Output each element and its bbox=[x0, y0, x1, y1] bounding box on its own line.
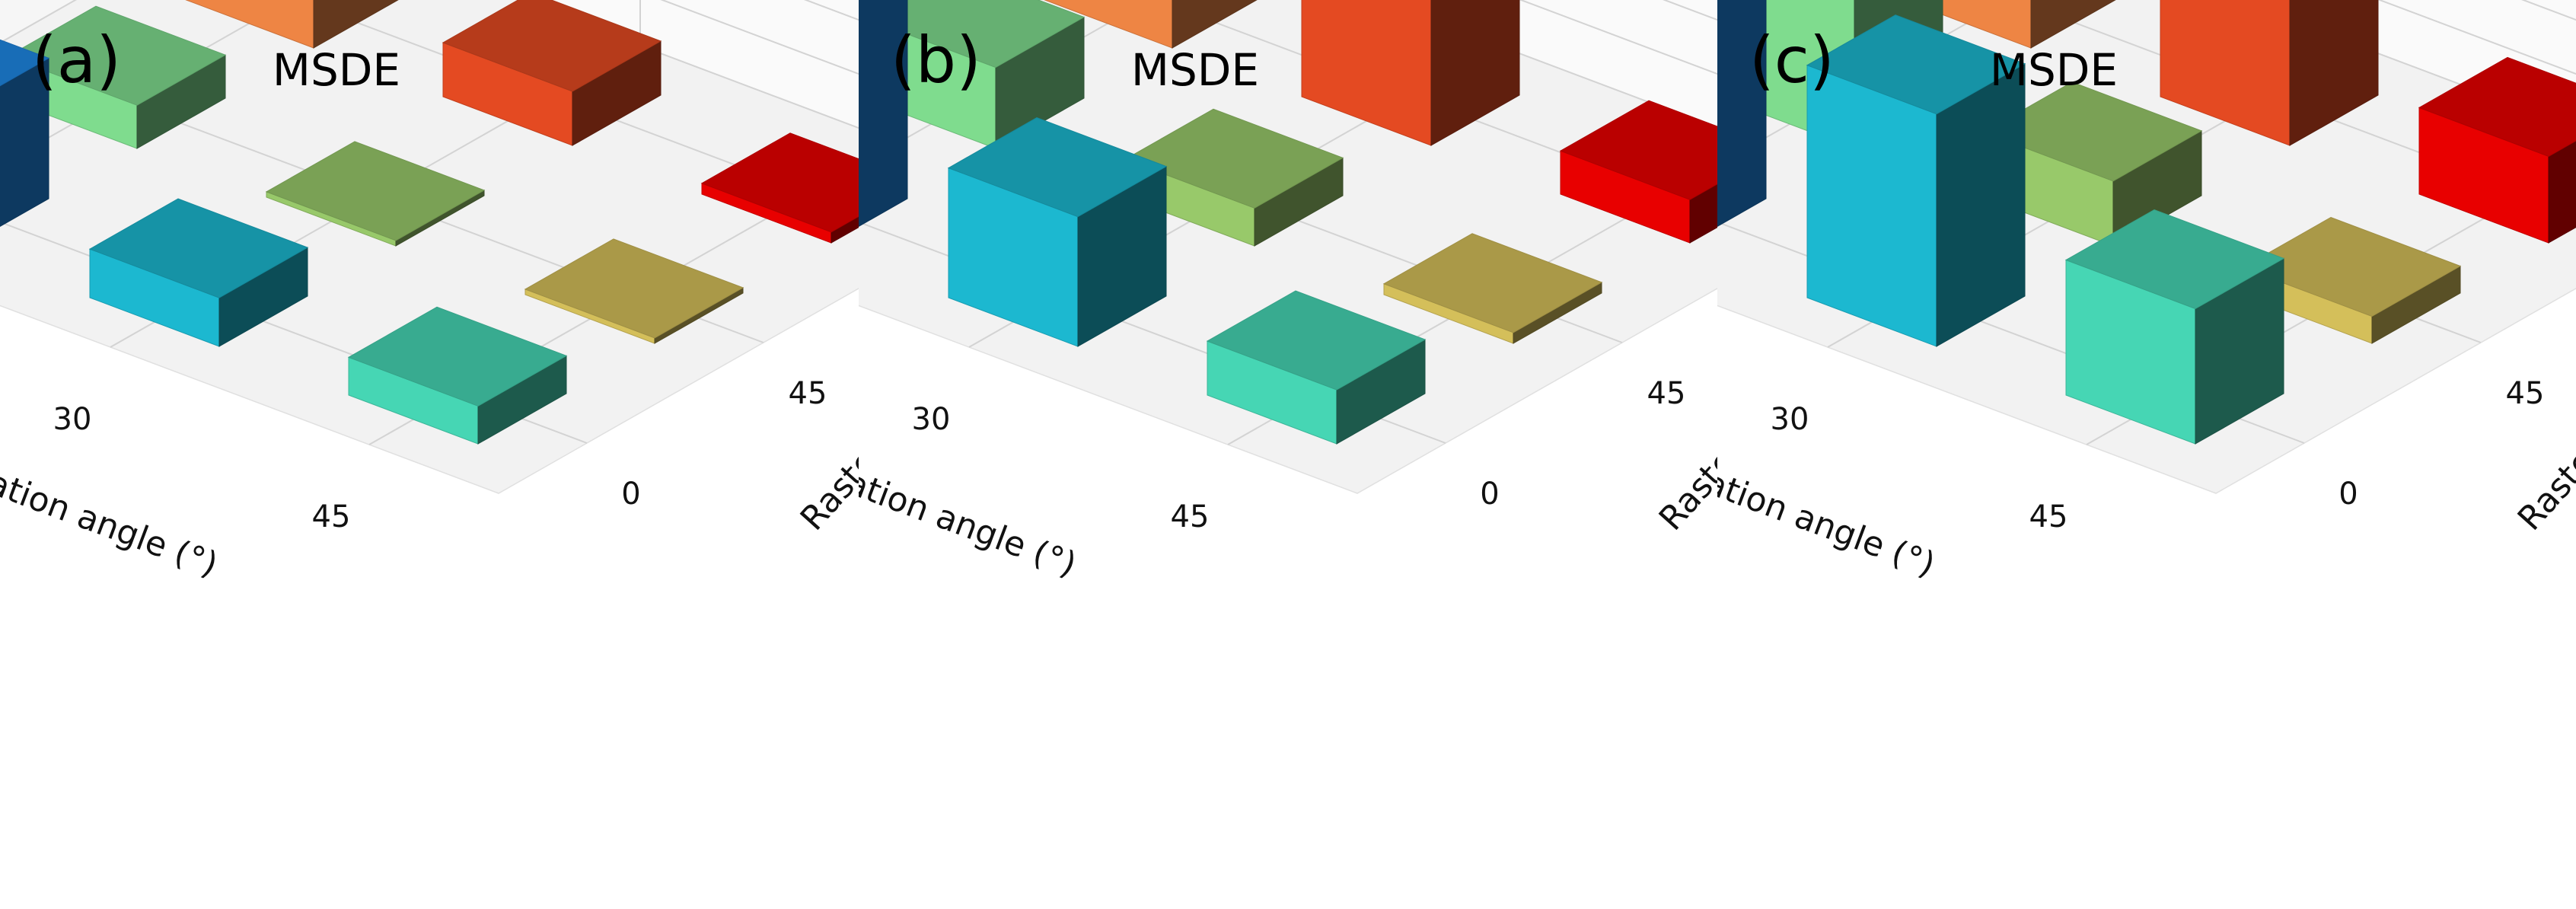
x-axis-label: Inclination angle (°) bbox=[859, 432, 1082, 585]
bar-top-face bbox=[1382, 233, 1603, 333]
bar-side-face bbox=[2548, 140, 2576, 244]
bar-side-face bbox=[1689, 183, 1717, 244]
bar-top-face bbox=[88, 198, 309, 298]
y-axis-label: Raster angle (°) bbox=[2511, 315, 2576, 538]
panel-c: 0.00.10.20.30.40.5MSDE (mm²)153045Inclin… bbox=[1717, 0, 2576, 909]
panel-label: (c) bbox=[1749, 23, 1835, 97]
z-grid-line bbox=[859, 0, 1717, 129]
bar-30-0 bbox=[1806, 14, 2026, 347]
bar-side-face bbox=[859, 0, 908, 227]
bar-front-face bbox=[1806, 64, 1937, 347]
chart-svg: 0.00.10.20.30.40.5MSDE (mm²)153045Inclin… bbox=[1717, 0, 2576, 585]
bar-top-face bbox=[265, 141, 486, 241]
bar-side-face bbox=[1717, 0, 1767, 227]
bar-15-90 bbox=[185, 0, 399, 49]
bar-front-face bbox=[185, 0, 314, 49]
bar-top-face bbox=[1206, 290, 1427, 391]
y-tick-label: 0 bbox=[621, 477, 640, 512]
bar-top-face bbox=[347, 306, 568, 407]
bar-30-90 bbox=[442, 0, 662, 146]
floor-pane bbox=[0, 0, 859, 494]
z-grid-line bbox=[660, 0, 859, 75]
panel-label: (a) bbox=[32, 23, 121, 97]
panel-label: (b) bbox=[891, 23, 981, 97]
bar-30-0 bbox=[947, 117, 1168, 347]
bar-15-90 bbox=[1044, 0, 1258, 49]
bar-top-face bbox=[2241, 216, 2462, 317]
bar-30-90 bbox=[1301, 0, 1520, 146]
y-tick-label: 45 bbox=[2506, 376, 2545, 411]
y-tick-label: 0 bbox=[2338, 477, 2358, 512]
bar-45-0 bbox=[2064, 209, 2285, 445]
bar-side-face bbox=[2289, 0, 2379, 146]
y-tick-label: 0 bbox=[1480, 477, 1499, 512]
panel-title: MSDE bbox=[1990, 44, 2118, 96]
z-grid-line bbox=[0, 0, 859, 129]
x-tick-label: 30 bbox=[912, 402, 951, 437]
x-tick-label: 30 bbox=[53, 402, 92, 437]
bar-side-face bbox=[2030, 0, 2116, 49]
panel-a: 0.00.10.20.30.40.5MSDE (mm²)153045Inclin… bbox=[0, 0, 859, 909]
bar-45-45 bbox=[524, 238, 744, 344]
bar-top-face bbox=[1806, 14, 2026, 115]
x-tick-label: 45 bbox=[2029, 499, 2068, 534]
z-grid-line bbox=[1519, 0, 1717, 75]
y-tick-label: 45 bbox=[1647, 376, 1686, 411]
floor-pane bbox=[859, 0, 1717, 494]
x-axis-label: Inclination angle (°) bbox=[0, 432, 223, 585]
bar-front-face bbox=[1044, 0, 1173, 49]
bar-side-face bbox=[831, 215, 859, 244]
bar-top-face bbox=[947, 117, 1168, 218]
bar-45-90 bbox=[2418, 56, 2576, 244]
panel-title: MSDE bbox=[273, 44, 400, 96]
bar-top-face bbox=[2418, 56, 2576, 157]
bar-top-face bbox=[442, 0, 662, 92]
bar-45-90 bbox=[1559, 100, 1717, 244]
bar-15-0 bbox=[859, 0, 908, 227]
x-tick-label: 45 bbox=[1171, 499, 1210, 534]
bar-side-face bbox=[1172, 0, 1258, 49]
bar-top-face bbox=[1124, 108, 1344, 209]
bar-top-face bbox=[524, 238, 744, 339]
bar-top-face bbox=[2064, 209, 2285, 310]
bar-top-face bbox=[700, 132, 859, 233]
bar-45-0 bbox=[1206, 290, 1427, 445]
bar-top-face bbox=[1982, 81, 2203, 182]
bar-45-0 bbox=[347, 306, 568, 445]
bar-top-face bbox=[865, 0, 1086, 69]
bar-top-face bbox=[1559, 100, 1717, 200]
bar-top-face bbox=[0, 39, 50, 87]
bar-30-90 bbox=[2160, 0, 2379, 146]
panel-title: MSDE bbox=[1131, 44, 1259, 96]
y-axis-label: Raster angle (°) bbox=[793, 315, 859, 538]
x-axis-label: Inclination angle (°) bbox=[1717, 432, 1940, 585]
bar-30-0 bbox=[88, 198, 309, 347]
bar-15-0 bbox=[0, 39, 50, 227]
bar-side-face bbox=[313, 0, 399, 49]
chart-svg: 0.00.10.20.30.40.5MSDE (mm²)153045Inclin… bbox=[0, 0, 859, 585]
y-tick-label: 45 bbox=[789, 376, 827, 411]
x-tick-label: 45 bbox=[312, 499, 351, 534]
bar-15-0 bbox=[1717, 0, 1767, 227]
bar-45-45 bbox=[1382, 233, 1603, 344]
x-tick-label: 30 bbox=[1771, 402, 1809, 437]
bars bbox=[0, 0, 859, 445]
bar-side-face bbox=[1430, 0, 1520, 146]
z-grid-line bbox=[2377, 0, 2576, 75]
bars bbox=[859, 0, 1717, 445]
panel-b: 0.00.10.20.30.40.5MSDE (mm²)153045Inclin… bbox=[859, 0, 1717, 909]
bar-30-45 bbox=[265, 141, 486, 247]
y-axis-label: Raster angle (°) bbox=[1652, 315, 1717, 538]
bars bbox=[1717, 0, 2576, 445]
bar-top-face bbox=[6, 5, 227, 106]
chart-svg: 0.00.10.20.30.40.5MSDE (mm²)153045Inclin… bbox=[859, 0, 1717, 585]
bar-45-90 bbox=[700, 132, 859, 244]
